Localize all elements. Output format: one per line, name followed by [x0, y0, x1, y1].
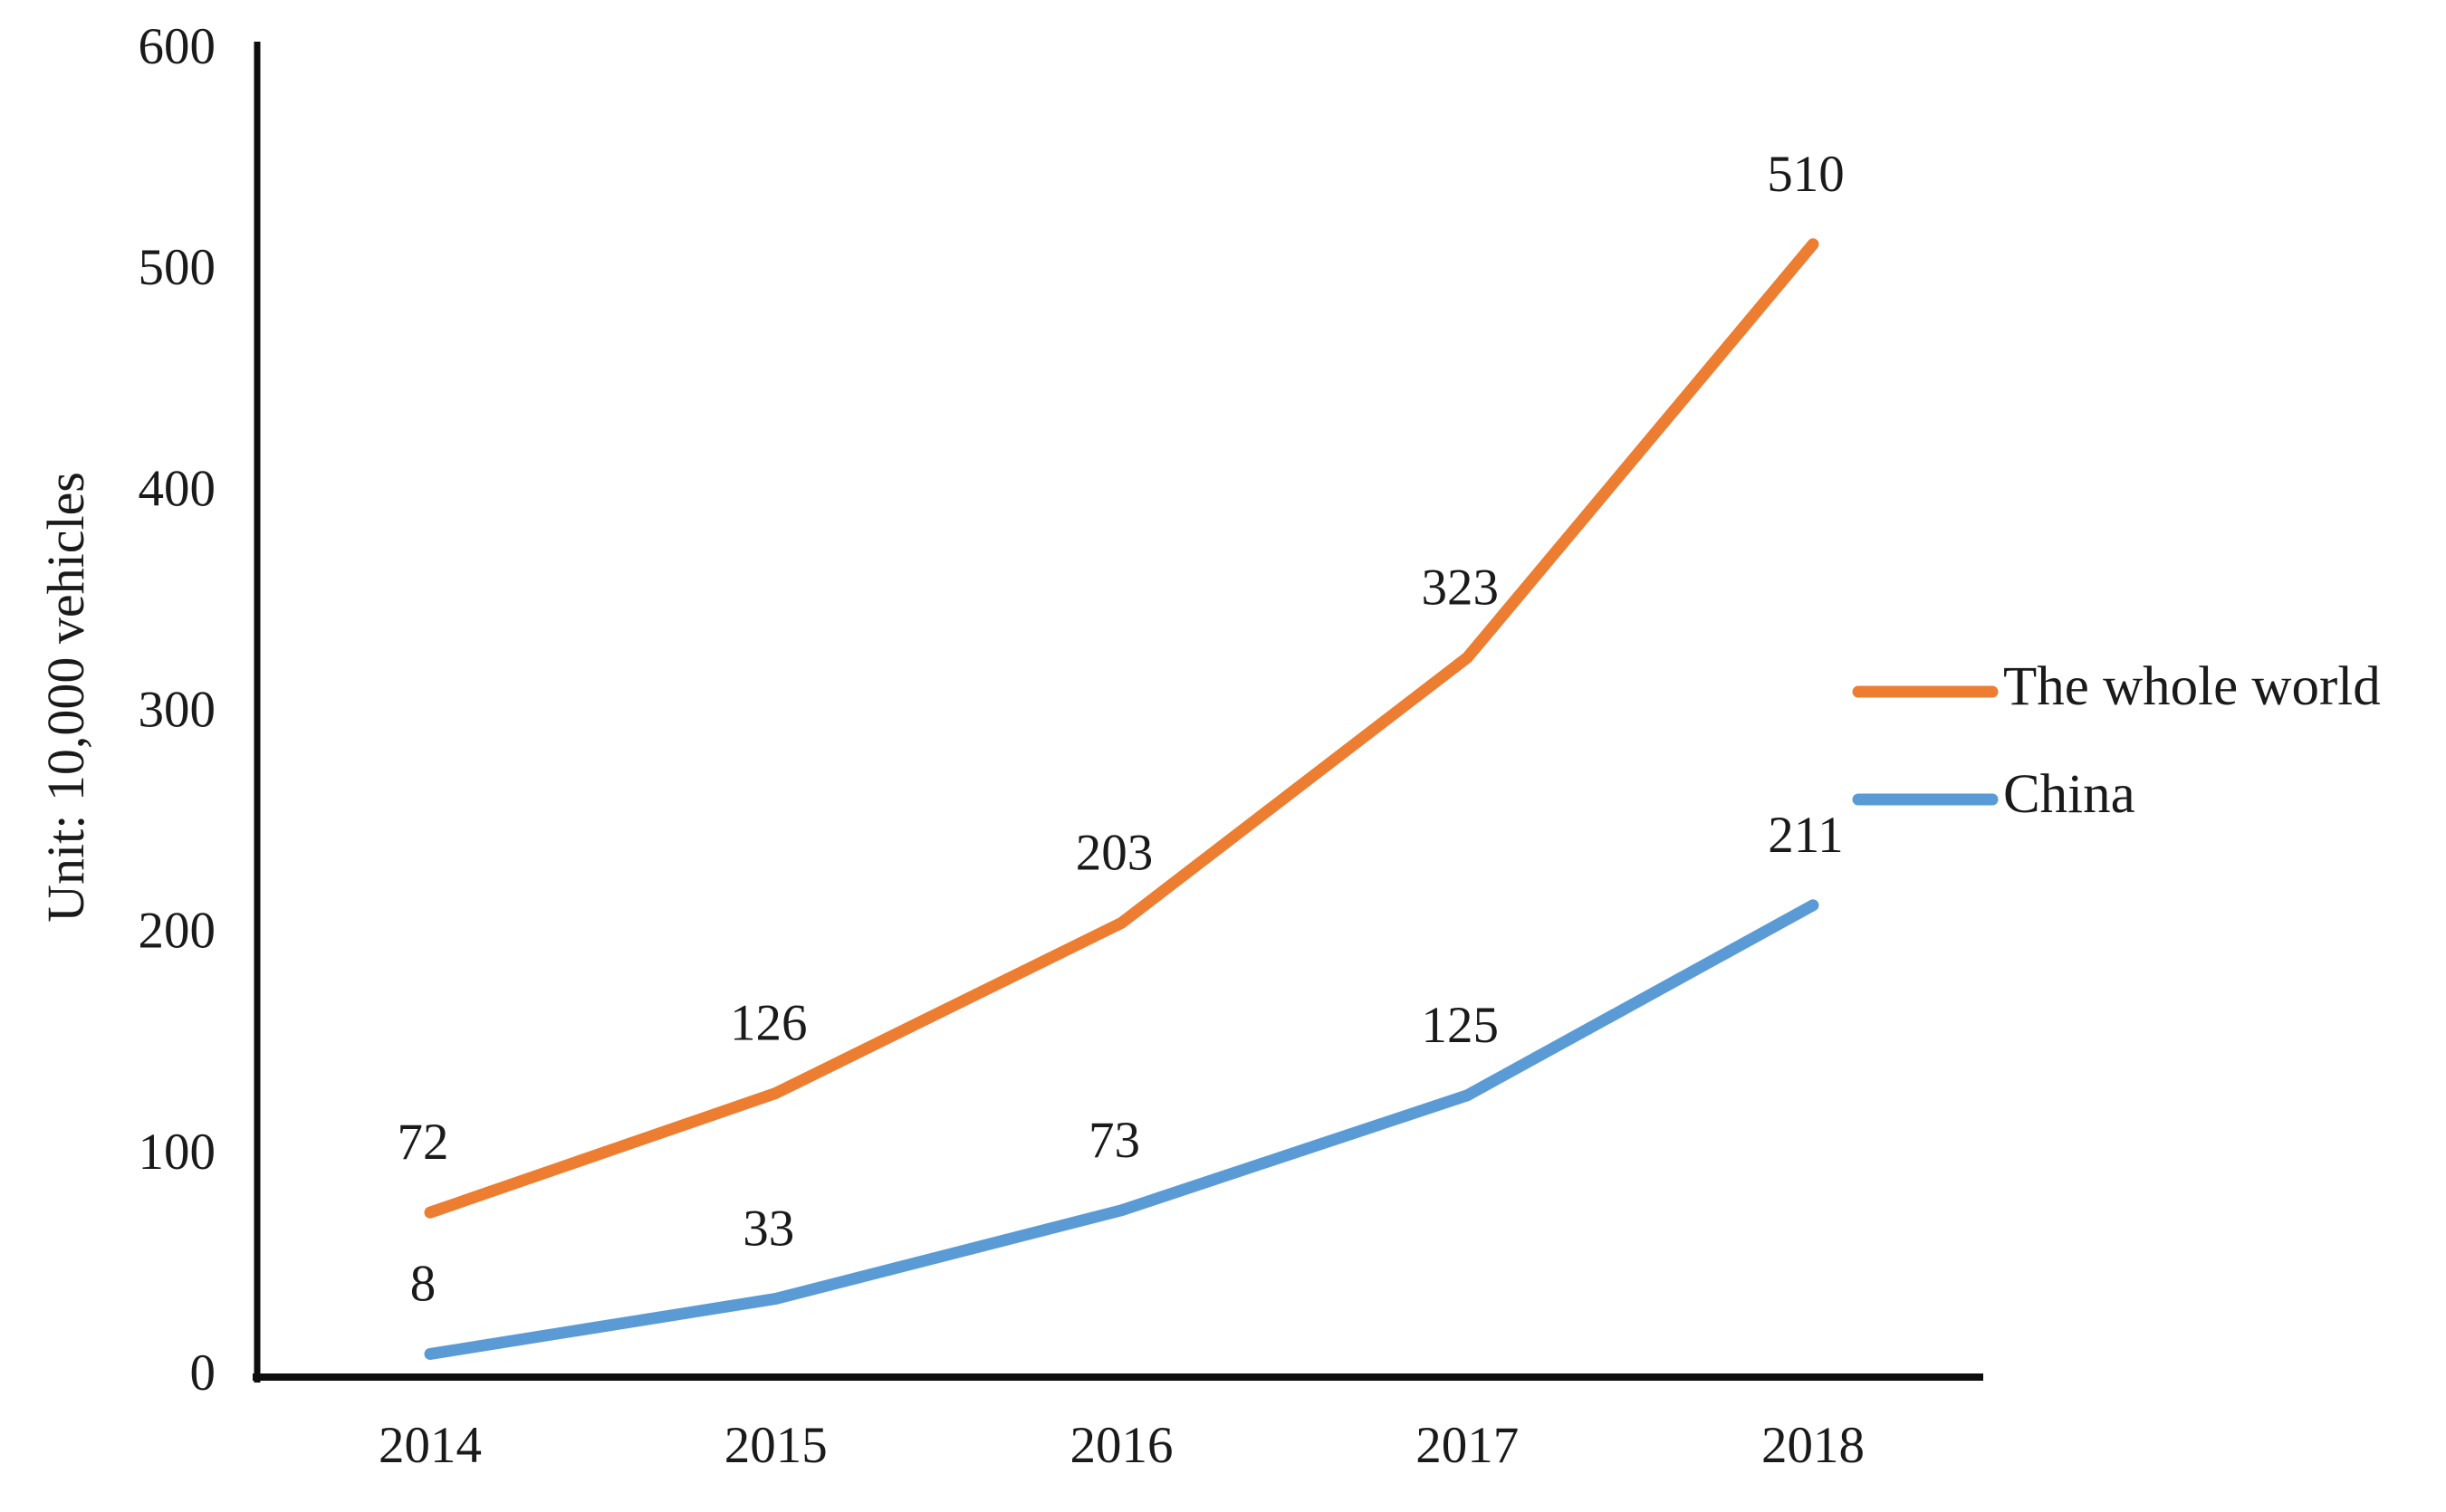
y-tick-label: 500 — [139, 239, 216, 296]
x-tick-label: 2014 — [379, 1417, 482, 1474]
data-label-the-whole-world: 126 — [730, 994, 808, 1051]
data-label-china: 125 — [1422, 997, 1500, 1054]
y-tick-label: 0 — [190, 1345, 216, 1402]
data-label-the-whole-world: 72 — [398, 1114, 449, 1171]
legend-label-the-whole-world: The whole world — [2003, 656, 2381, 717]
x-tick-label: 2017 — [1415, 1417, 1519, 1474]
data-label-the-whole-world: 203 — [1076, 824, 1154, 881]
data-label-the-whole-world: 323 — [1422, 559, 1500, 616]
y-axis-title: Unit: 10,000 vehicles — [36, 472, 95, 923]
x-tick-label: 2015 — [724, 1417, 828, 1474]
y-tick-label: 300 — [139, 682, 216, 739]
y-tick-label: 100 — [139, 1124, 216, 1181]
series-line-china — [424, 899, 1819, 1360]
series-line-the-whole-world — [424, 238, 1819, 1219]
y-tick-label: 400 — [139, 460, 216, 517]
data-label-china: 211 — [1768, 807, 1843, 864]
legend-label-china: China — [2003, 764, 2135, 825]
data-label-china: 33 — [743, 1200, 794, 1257]
y-tick-label: 600 — [139, 18, 216, 75]
y-tick-label: 200 — [139, 903, 216, 960]
x-tick-label: 2016 — [1070, 1417, 1174, 1474]
data-label-the-whole-world: 510 — [1767, 146, 1845, 203]
data-label-china: 73 — [1089, 1112, 1140, 1169]
data-label-china: 8 — [410, 1255, 436, 1312]
x-tick-label: 2018 — [1761, 1417, 1865, 1474]
